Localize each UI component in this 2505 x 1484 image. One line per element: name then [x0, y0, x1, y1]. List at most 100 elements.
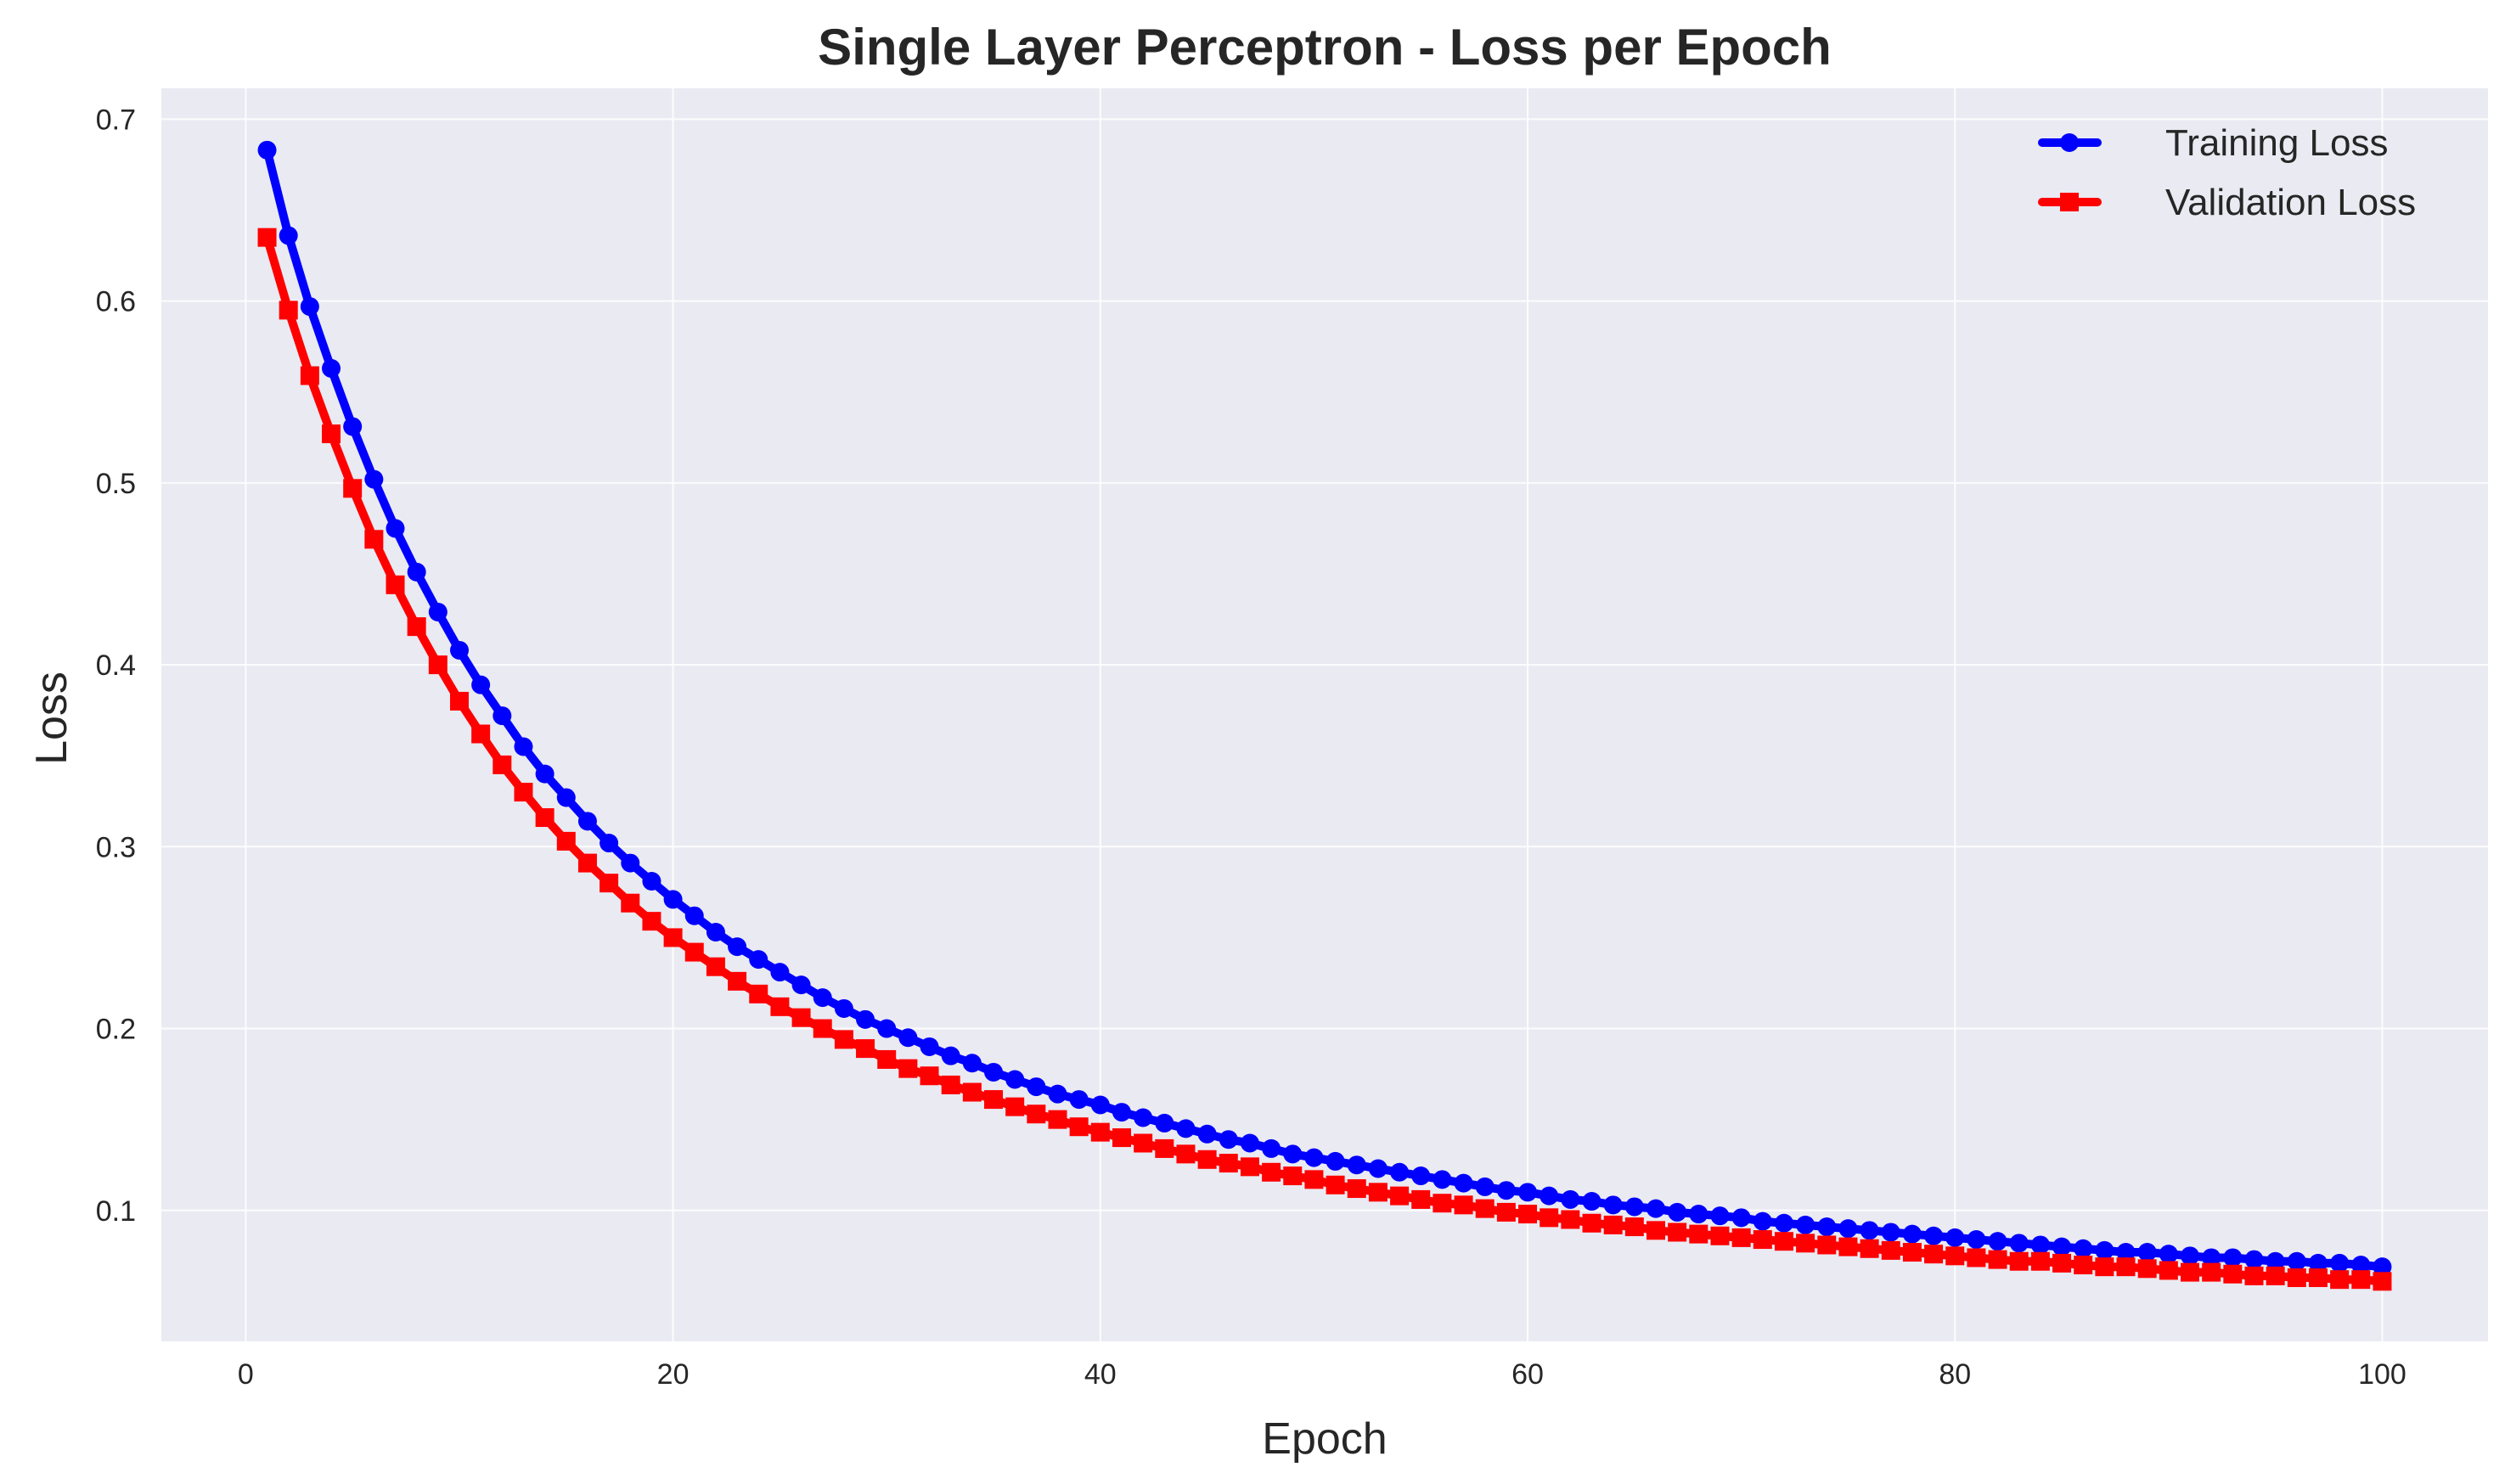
data-point	[728, 971, 747, 991]
data-point	[428, 602, 448, 621]
data-point	[1134, 1133, 1153, 1153]
data-point	[1155, 1113, 1174, 1133]
data-point	[343, 479, 363, 498]
data-point	[813, 1019, 832, 1038]
data-point	[1368, 1183, 1388, 1202]
data-point	[577, 812, 597, 831]
series-group	[257, 140, 2392, 1291]
data-point	[1475, 1199, 1495, 1218]
data-point	[407, 617, 426, 637]
data-point	[1390, 1162, 1410, 1182]
data-point	[1090, 1122, 1110, 1142]
data-point	[1817, 1235, 1837, 1255]
series-training-loss	[257, 140, 2392, 1277]
legend-item-validation-loss: Validation Loss	[2038, 182, 2416, 223]
data-point	[2330, 1253, 2350, 1273]
data-point	[1390, 1186, 1410, 1206]
data-point	[1668, 1223, 1687, 1242]
data-point	[1689, 1205, 1708, 1224]
series-validation-loss	[257, 228, 2392, 1291]
data-point	[1069, 1090, 1089, 1110]
data-point	[1326, 1151, 1345, 1171]
data-point	[1368, 1159, 1388, 1178]
data-point	[1304, 1170, 1324, 1189]
data-point	[749, 950, 768, 970]
data-point	[984, 1090, 1004, 1110]
data-point	[684, 906, 704, 925]
data-point	[706, 957, 725, 976]
data-point	[386, 575, 405, 594]
data-point	[1411, 1189, 1431, 1209]
data-point	[535, 808, 554, 828]
data-point	[2116, 1243, 2136, 1262]
data-point	[2202, 1262, 2221, 1282]
data-point	[471, 724, 491, 744]
legend-label: Training Loss	[2165, 122, 2389, 164]
data-point	[749, 984, 768, 1003]
data-point	[514, 737, 533, 756]
data-point	[535, 764, 554, 784]
data-point	[364, 469, 384, 489]
data-point	[2181, 1262, 2200, 1282]
data-point	[2287, 1268, 2306, 1288]
data-point	[728, 937, 747, 957]
data-point	[1967, 1248, 1986, 1268]
data-point	[941, 1075, 960, 1094]
data-point	[1988, 1250, 2007, 1269]
data-point	[1945, 1228, 1965, 1247]
data-point	[706, 922, 725, 942]
data-point	[1945, 1246, 1965, 1266]
data-point	[2266, 1251, 2285, 1271]
grid-lines	[161, 88, 2488, 1341]
data-point	[1710, 1226, 1730, 1245]
data-point	[279, 301, 298, 320]
x-tick-label: 80	[1939, 1358, 1971, 1391]
data-point	[1411, 1166, 1431, 1186]
x-tick-label: 60	[1511, 1358, 1544, 1391]
data-point	[1753, 1230, 1772, 1250]
data-point	[556, 831, 576, 851]
data-point	[1347, 1179, 1366, 1199]
data-point	[1582, 1192, 1602, 1211]
data-point	[386, 519, 405, 538]
data-point	[1860, 1221, 1879, 1240]
data-point	[2223, 1264, 2243, 1284]
data-point	[856, 1039, 875, 1059]
data-point	[1796, 1234, 1815, 1253]
data-point	[1197, 1124, 1217, 1144]
series-line	[262, 145, 2387, 1272]
data-point	[2052, 1237, 2072, 1256]
data-point	[941, 1046, 960, 1065]
data-point	[2137, 1259, 2157, 1279]
data-point	[1967, 1230, 1986, 1250]
y-tick-label: 0.2	[96, 1014, 136, 1046]
data-point	[2244, 1266, 2264, 1285]
data-point	[1112, 1128, 1131, 1148]
data-point	[1924, 1226, 1944, 1245]
x-tick-label: 0	[238, 1358, 254, 1391]
data-point	[1774, 1232, 1793, 1251]
data-point	[2223, 1248, 2243, 1268]
y-tick-label: 0.6	[96, 286, 136, 318]
data-point	[1624, 1197, 1644, 1217]
data-point	[1496, 1181, 1516, 1200]
data-point	[962, 1082, 982, 1102]
data-point	[1774, 1213, 1793, 1233]
data-point	[984, 1062, 1004, 1082]
data-point	[600, 834, 619, 853]
data-point	[514, 783, 533, 802]
data-point	[1924, 1245, 1944, 1264]
data-point	[1902, 1224, 1922, 1244]
data-point	[1433, 1194, 1452, 1213]
data-point	[1518, 1205, 1538, 1224]
axis-ticks: 0 20 40 60 80 100 0.1 0.2 0.3 0.4 0.5 0.6 0.7	[96, 104, 2406, 1391]
data-point	[898, 1059, 918, 1078]
data-point	[1902, 1243, 1922, 1262]
plot-area	[161, 88, 2488, 1341]
data-point	[1668, 1202, 1687, 1222]
data-point	[1496, 1202, 1516, 1222]
data-point	[300, 297, 319, 317]
data-point	[1881, 1240, 1900, 1260]
data-point	[1176, 1144, 1196, 1164]
data-point	[962, 1054, 982, 1073]
